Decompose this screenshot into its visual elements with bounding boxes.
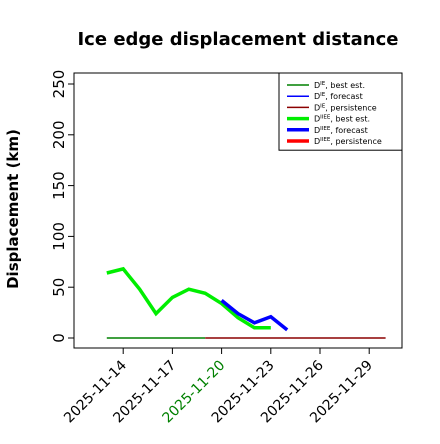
legend-entry-label: DIE, forecast [314,92,363,101]
y-axis: 0 50 100 150 200 250 [50,70,74,343]
x-axis: 2025-11-142025-11-172025-11-202025-11-23… [61,348,376,426]
legend-entry-label: DIE, best est. [314,81,365,90]
chart-title: Ice edge displacement distance [77,29,398,50]
y-tick-label: 200 [50,120,68,149]
y-tick-label: 100 [50,222,68,251]
plot-frame [73,72,403,349]
y-tick-label: 50 [50,278,68,297]
legend: DIE, best est. DIE, forecast DIE, persiste… [278,72,403,151]
y-tick-label: 150 [50,171,68,200]
series-line-4 [220,299,289,332]
series-layer [106,266,386,339]
legend-entry-label: DIE, persistence [314,103,377,112]
legend-box [278,72,403,151]
legend-entry-label: DIIEE, forecast [314,126,368,135]
y-axis-label: Displacement (km) [4,129,22,289]
y-tick-label: 0 [50,333,68,343]
series-line-3 [106,266,271,330]
legend-entry-label: DIIEE, best est. [314,115,370,124]
y-tick-label: 250 [50,70,68,99]
legend-entry-label: DIIEE, persistence [314,137,382,146]
